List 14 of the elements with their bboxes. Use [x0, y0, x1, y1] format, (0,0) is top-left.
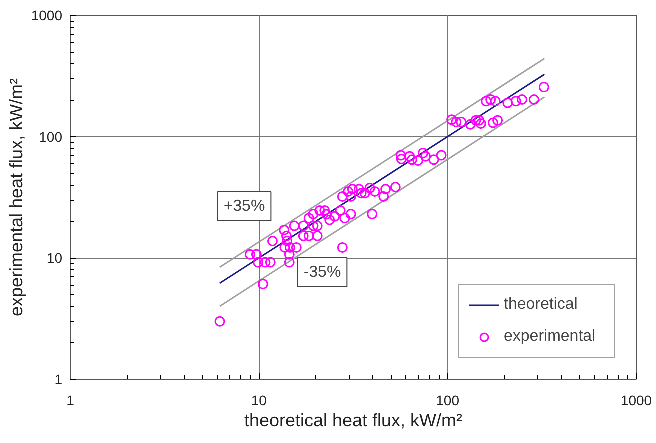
x-axis-title: theoretical heat flux, kW/m²	[244, 410, 463, 430]
annotation: +35%	[224, 198, 266, 215]
y-tick-label: 1000	[31, 8, 63, 24]
legend-label: experimental	[504, 328, 597, 346]
x-tick-label: 10	[251, 392, 268, 408]
x-tick-label: 1	[66, 392, 75, 408]
annotation: -35%	[304, 264, 342, 281]
x-tick-label: 1000	[620, 392, 652, 408]
legend-label: theoretical	[504, 296, 579, 314]
x-tick-label: 100	[436, 392, 460, 408]
y-tick-label: 10	[46, 250, 63, 266]
y-axis-title: experimental heat flux, kW/m²	[6, 78, 26, 317]
y-tick-label: 100	[39, 128, 63, 145]
y-tick-label: 1	[54, 372, 63, 388]
